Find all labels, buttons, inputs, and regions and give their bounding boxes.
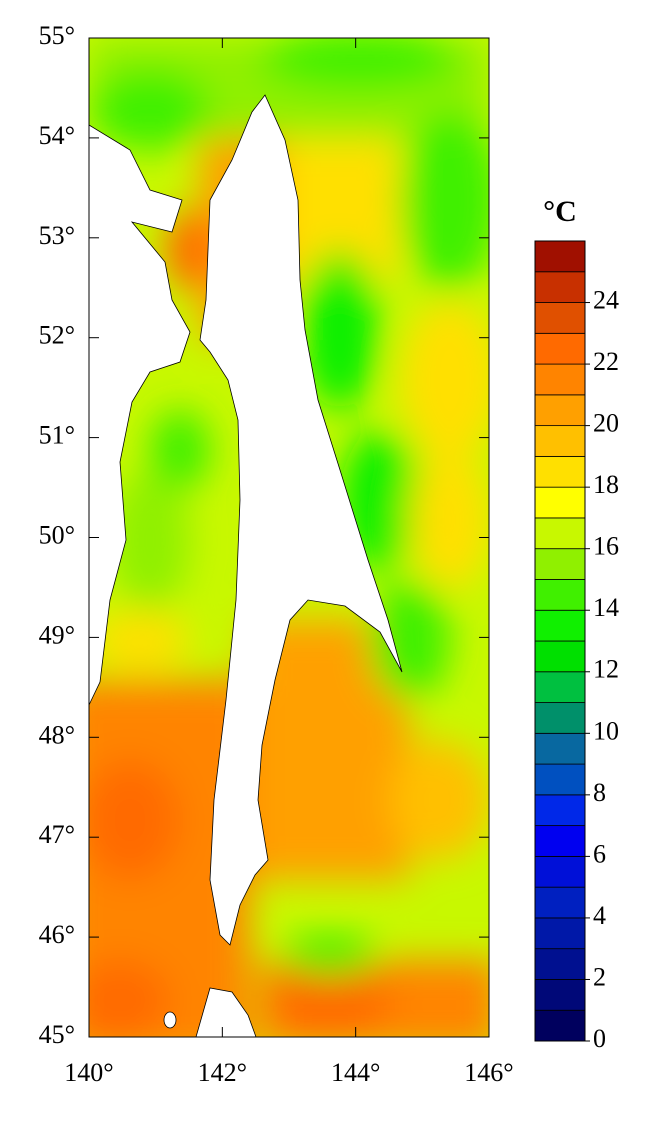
colorbar-swatch [534,671,586,703]
colorbar-swatch [534,394,586,427]
colorbar-swatch [534,548,586,580]
y-tick-label: 49° [39,620,75,649]
x-tick-label: 144° [331,1058,380,1087]
colorbar-tick-label: 18 [593,470,619,499]
colorbar-swatch [534,763,586,796]
colorbar-tick-label: 10 [593,716,619,745]
colorbar-swatch [534,640,586,673]
y-tick-label: 51° [39,421,75,450]
colorbar-swatch [534,825,586,857]
colorbar-swatch [534,486,586,519]
colorbar-swatch [534,917,586,950]
colorbar-tick-label: 16 [593,532,619,561]
colorbar-swatch [534,886,586,919]
colorbar-swatch [534,732,586,765]
colorbar-tick-label: 20 [593,409,619,438]
colorbar-tick-label: 0 [593,1024,606,1053]
colorbar-tick-label: 8 [593,778,606,807]
colorbar-swatch [534,794,586,827]
colorbar-swatch [534,517,586,550]
colorbar-tick-label: 24 [593,286,619,315]
y-tick-label: 55° [39,21,75,50]
x-tick-label: 140° [64,1058,113,1087]
x-tick-label: 146° [464,1058,513,1087]
colorbar-swatch [534,579,586,611]
colorbar-swatch [534,271,586,303]
temperature-field [89,38,489,1037]
x-tick-label: 142° [198,1058,247,1087]
colorbar-swatch [534,1009,586,1042]
colorbar-label: °C [543,195,577,228]
colorbar-swatch [534,455,586,488]
colorbar-swatch [534,240,586,273]
y-tick-label: 46° [39,920,75,949]
colorbar-swatch [534,609,586,642]
y-tick-label: 47° [39,820,75,849]
y-tick-label: 52° [39,321,75,350]
colorbar-tick-label: 4 [593,901,606,930]
colorbar-tick-label: 2 [593,962,606,991]
colorbar-frame [534,240,586,1042]
colorbar-swatch [534,855,586,888]
colorbar-swatch [534,702,586,734]
colorbar-tick-label: 22 [593,347,619,376]
colorbar-tick-label: 12 [593,655,619,684]
y-tick-label: 45° [39,1020,75,1049]
colorbar-swatch [534,302,586,334]
colorbar-swatch [534,363,586,396]
colorbar-swatch [534,979,586,1011]
y-tick-label: 53° [39,221,75,250]
colorbar-tick-label: 14 [593,593,619,622]
y-tick-label: 48° [39,720,75,749]
y-tick-label: 50° [39,520,75,549]
colorbar-tick-label: 6 [593,839,606,868]
colorbar-swatch [534,425,586,457]
y-tick-label: 54° [39,121,75,150]
colorbar-swatch [534,332,586,365]
colorbar-swatch [534,948,586,980]
